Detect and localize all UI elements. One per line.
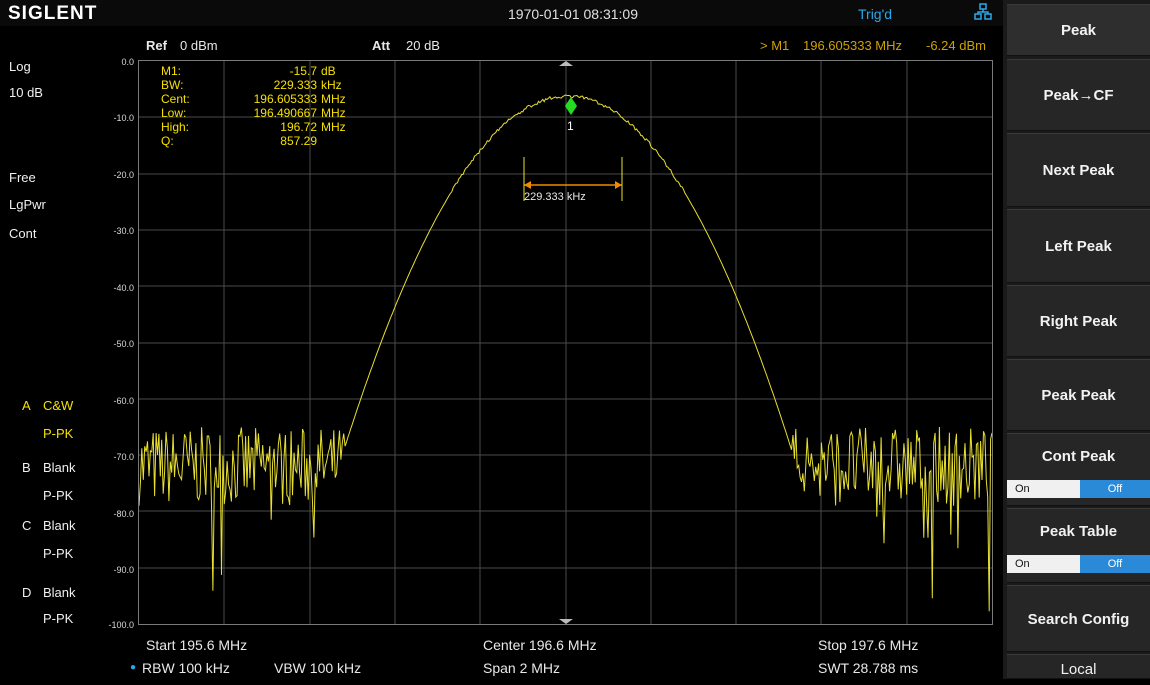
bw-value: 229.333 xyxy=(273,78,317,92)
spectrum-plot[interactable] xyxy=(139,61,992,624)
marker-m1-diamond xyxy=(565,97,577,115)
center-freq[interactable]: Center 196.6 MHz xyxy=(483,637,597,653)
peak-table-off[interactable]: Off xyxy=(1080,555,1150,573)
y-tick-label: -20.0 xyxy=(113,170,134,180)
trace-b-mode[interactable]: Blank xyxy=(43,460,76,475)
y-tick-label: -100.0 xyxy=(108,620,134,630)
y-tick-label: -60.0 xyxy=(113,396,134,406)
cont-peak-on[interactable]: On xyxy=(1007,480,1080,498)
att-label: Att xyxy=(372,38,391,53)
marker-readout-level: -6.24 dBm xyxy=(926,38,986,53)
cont-peak-label: Cont Peak xyxy=(1041,448,1116,465)
trace-a-line xyxy=(139,94,992,612)
spectrum-display[interactable]: 229.333 kHz 1 M1: -15.7 dB BW: 229.333 k… xyxy=(138,60,993,625)
bw-unit: kHz xyxy=(321,78,342,92)
trace-d-letter[interactable]: D xyxy=(22,585,32,600)
y-tick-label: -30.0 xyxy=(113,226,134,236)
trace-a-mode[interactable]: C&W xyxy=(43,398,74,413)
stop-freq[interactable]: Stop 197.6 MHz xyxy=(818,637,919,653)
y-tick-label: 0.0 xyxy=(121,57,134,67)
y-tick-label: -40.0 xyxy=(113,283,134,293)
y-tick-label: -80.0 xyxy=(113,509,134,519)
marker-m1-number: 1 xyxy=(567,119,574,133)
right-peak-button[interactable]: Right Peak xyxy=(1007,285,1150,357)
rbw-value[interactable]: RBW 100 kHz xyxy=(142,660,230,676)
scale-type[interactable]: Log xyxy=(9,59,31,74)
trace-a-detector[interactable]: P-PK xyxy=(43,426,74,441)
trace-c-detector[interactable]: P-PK xyxy=(43,546,74,561)
datetime: 1970-01-01 08:31:09 xyxy=(508,6,638,22)
trace-d-mode[interactable]: Blank xyxy=(43,585,76,600)
peak-table-toggle[interactable]: On Off xyxy=(1007,555,1150,573)
bw-annotation-label: 229.333 kHz xyxy=(524,191,586,203)
ref-label: Ref xyxy=(146,38,167,53)
q-value: 857.29 xyxy=(280,134,317,148)
y-tick-label: -70.0 xyxy=(113,452,134,462)
ref-value[interactable]: 0 dBm xyxy=(180,38,218,53)
trace-b-letter[interactable]: B xyxy=(22,460,31,475)
local-button[interactable]: Local xyxy=(1007,654,1150,679)
y-tick-label: -10.0 xyxy=(113,113,134,123)
vbw-value[interactable]: VBW 100 kHz xyxy=(274,660,362,676)
y-tick-label: -50.0 xyxy=(113,339,134,349)
brand-logo: SIGLENT xyxy=(8,3,98,24)
left-peak-button[interactable]: Left Peak xyxy=(1007,209,1150,283)
next-peak-button[interactable]: Next Peak xyxy=(1007,133,1150,207)
high-label: High: xyxy=(161,120,190,134)
peak-table-label: Peak Table xyxy=(1039,523,1118,540)
bw-label: BW: xyxy=(161,78,184,92)
low-unit: MHz xyxy=(321,106,346,120)
marker-readout-freq: 196.605333 MHz xyxy=(803,38,903,53)
cont-peak-off[interactable]: Off xyxy=(1080,480,1150,498)
high-unit: MHz xyxy=(321,120,346,134)
sweep-mode[interactable]: Cont xyxy=(9,226,37,241)
span-value[interactable]: Span 2 MHz xyxy=(483,660,561,676)
peak-to-cf-button[interactable]: Peak→CF xyxy=(1007,59,1150,131)
trace-b-detector[interactable]: P-PK xyxy=(43,488,74,503)
trigger-status: Trig'd xyxy=(858,6,893,22)
center-top-marker xyxy=(559,61,573,66)
center-bottom-marker xyxy=(559,619,573,624)
trace-c-letter[interactable]: C xyxy=(22,518,32,533)
detector-mode[interactable]: LgPwr xyxy=(9,197,46,212)
cent-unit: MHz xyxy=(321,92,346,106)
trace-c-mode[interactable]: Blank xyxy=(43,518,76,533)
rbw-auto-icon: ● xyxy=(130,662,137,673)
status-bar: SIGLENT 1970-01-01 08:31:09 Trig'd xyxy=(0,0,1003,26)
trace-a-letter[interactable]: A xyxy=(22,398,31,413)
peak-table-on[interactable]: On xyxy=(1007,555,1080,573)
q-label: Q: xyxy=(161,134,174,148)
start-freq[interactable]: Start 195.6 MHz xyxy=(146,637,248,653)
sweep-time[interactable]: SWT 28.788 ms xyxy=(818,660,919,676)
bw-annotation xyxy=(523,157,623,201)
cent-value: 196.605333 xyxy=(253,92,317,106)
graticule xyxy=(139,61,992,624)
y-tick-label: -90.0 xyxy=(113,565,134,575)
cont-peak-toggle[interactable]: On Off xyxy=(1007,480,1150,498)
low-value: 196.490667 xyxy=(253,106,317,120)
network-icon xyxy=(974,3,992,20)
peak-peak-button[interactable]: Peak Peak xyxy=(1007,359,1150,431)
marker-readout-label: > M1 xyxy=(760,38,790,53)
high-value: 196.72 xyxy=(280,120,317,134)
att-value[interactable]: 20 dB xyxy=(406,38,440,53)
trigger-mode[interactable]: Free xyxy=(9,170,36,185)
bw-right-arrow xyxy=(615,181,622,189)
m1-unit: dB xyxy=(321,64,336,78)
trace-d-detector[interactable]: P-PK xyxy=(43,611,74,626)
low-label: Low: xyxy=(161,106,187,120)
scale-div[interactable]: 10 dB xyxy=(9,85,43,100)
softkey-menu: Peak Peak→CF Next Peak Left Peak Right P… xyxy=(1003,0,1150,679)
ref-bar: Ref 0 dBm Att 20 dB > M1 196.605333 MHz … xyxy=(0,36,1003,54)
m1-value: -15.7 xyxy=(289,64,317,78)
menu-title-peak: Peak xyxy=(1007,4,1150,56)
bw-left-arrow xyxy=(524,181,531,189)
cent-label: Cent: xyxy=(161,92,190,106)
m1-label: M1: xyxy=(161,64,182,78)
search-config-button[interactable]: Search Config xyxy=(1007,585,1150,652)
